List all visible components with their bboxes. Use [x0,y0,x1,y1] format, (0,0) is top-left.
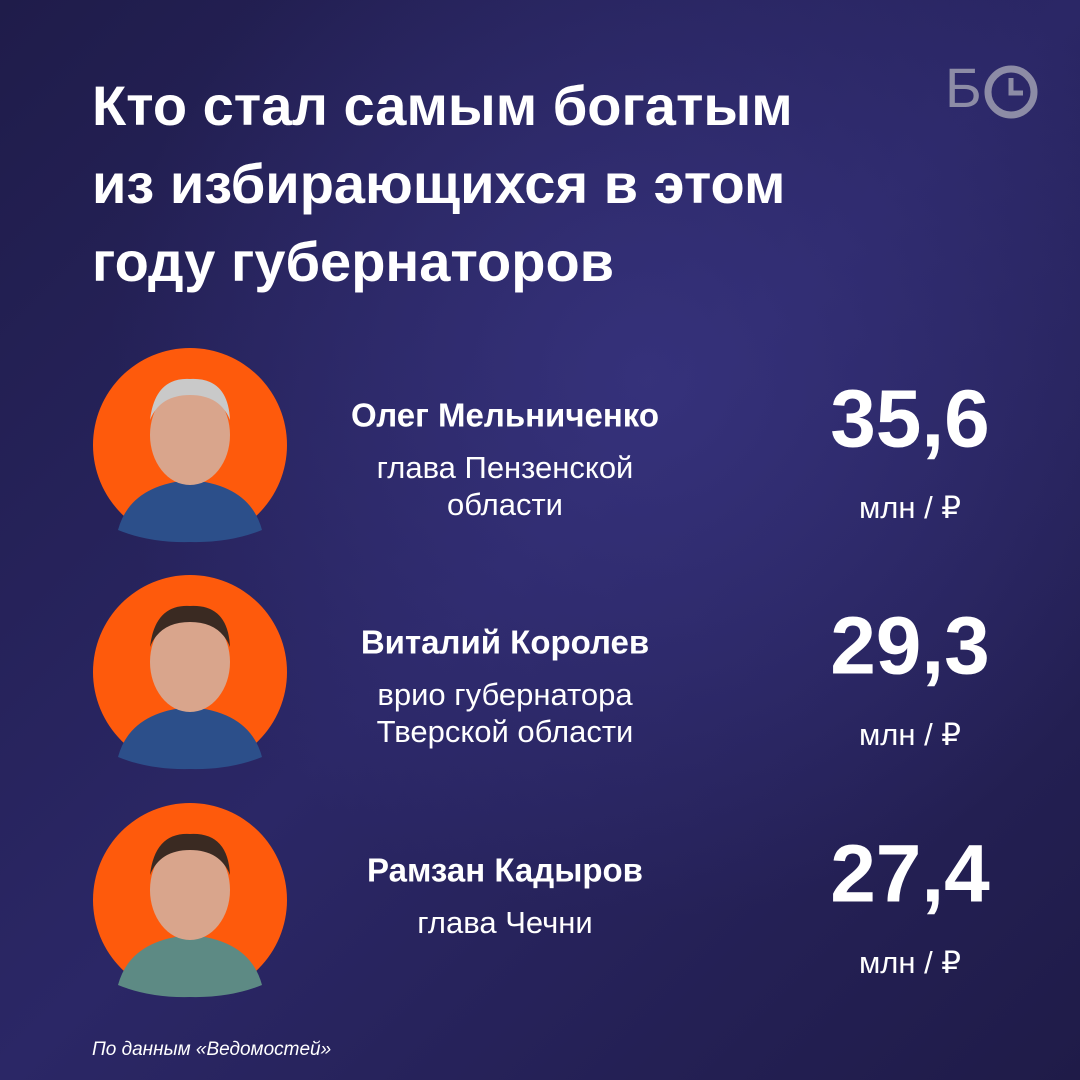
person-role: Тверской области [377,714,634,749]
person-name: Виталий Королев [361,624,649,661]
portrait-body [118,935,262,998]
person-role: врио губернатора [377,677,633,712]
wealth-value: 29,3 [830,601,990,692]
portrait-hair [150,833,230,875]
portrait-head [150,612,230,712]
source: По данным «Ведомостей» [92,1039,331,1060]
logo: Б [945,56,1038,119]
logo-clock [984,65,1038,119]
person-role: глава Пензенской [377,450,634,485]
wealth-value: 35,6 [830,374,990,465]
person-row: Виталий Королев врио губернатораТверской … [93,575,990,770]
wealth-unit: млн / ₽ [859,490,961,525]
portrait-body [118,480,262,543]
portrait-hair [150,378,230,420]
logo-clock-hands [1008,78,1023,96]
person-role: области [447,487,563,522]
title-line: году губернаторов [92,230,614,293]
portrait-head [150,840,230,940]
portrait-body [118,707,262,770]
person-name: Рамзан Кадыров [367,852,643,889]
logo-text: Б [945,56,982,119]
person-name: Олег Мельниченко [351,397,659,434]
portrait-head [150,385,230,485]
portrait [93,803,287,998]
portrait-hair [150,605,230,647]
portrait [93,348,287,543]
title: Кто стал самым богатым из избирающихся в … [92,74,793,293]
wealth-unit: млн / ₽ [859,945,961,980]
title-line: из избирающихся в этом [92,152,785,215]
person-role: глава Чечни [417,905,592,940]
wealth-unit: млн / ₽ [859,717,961,752]
person-row: Рамзан Кадыров глава Чечни 27,4 млн / ₽ [93,803,990,998]
portrait [93,575,287,770]
wealth-value: 27,4 [830,829,990,920]
title-line: Кто стал самым богатым [92,74,793,137]
